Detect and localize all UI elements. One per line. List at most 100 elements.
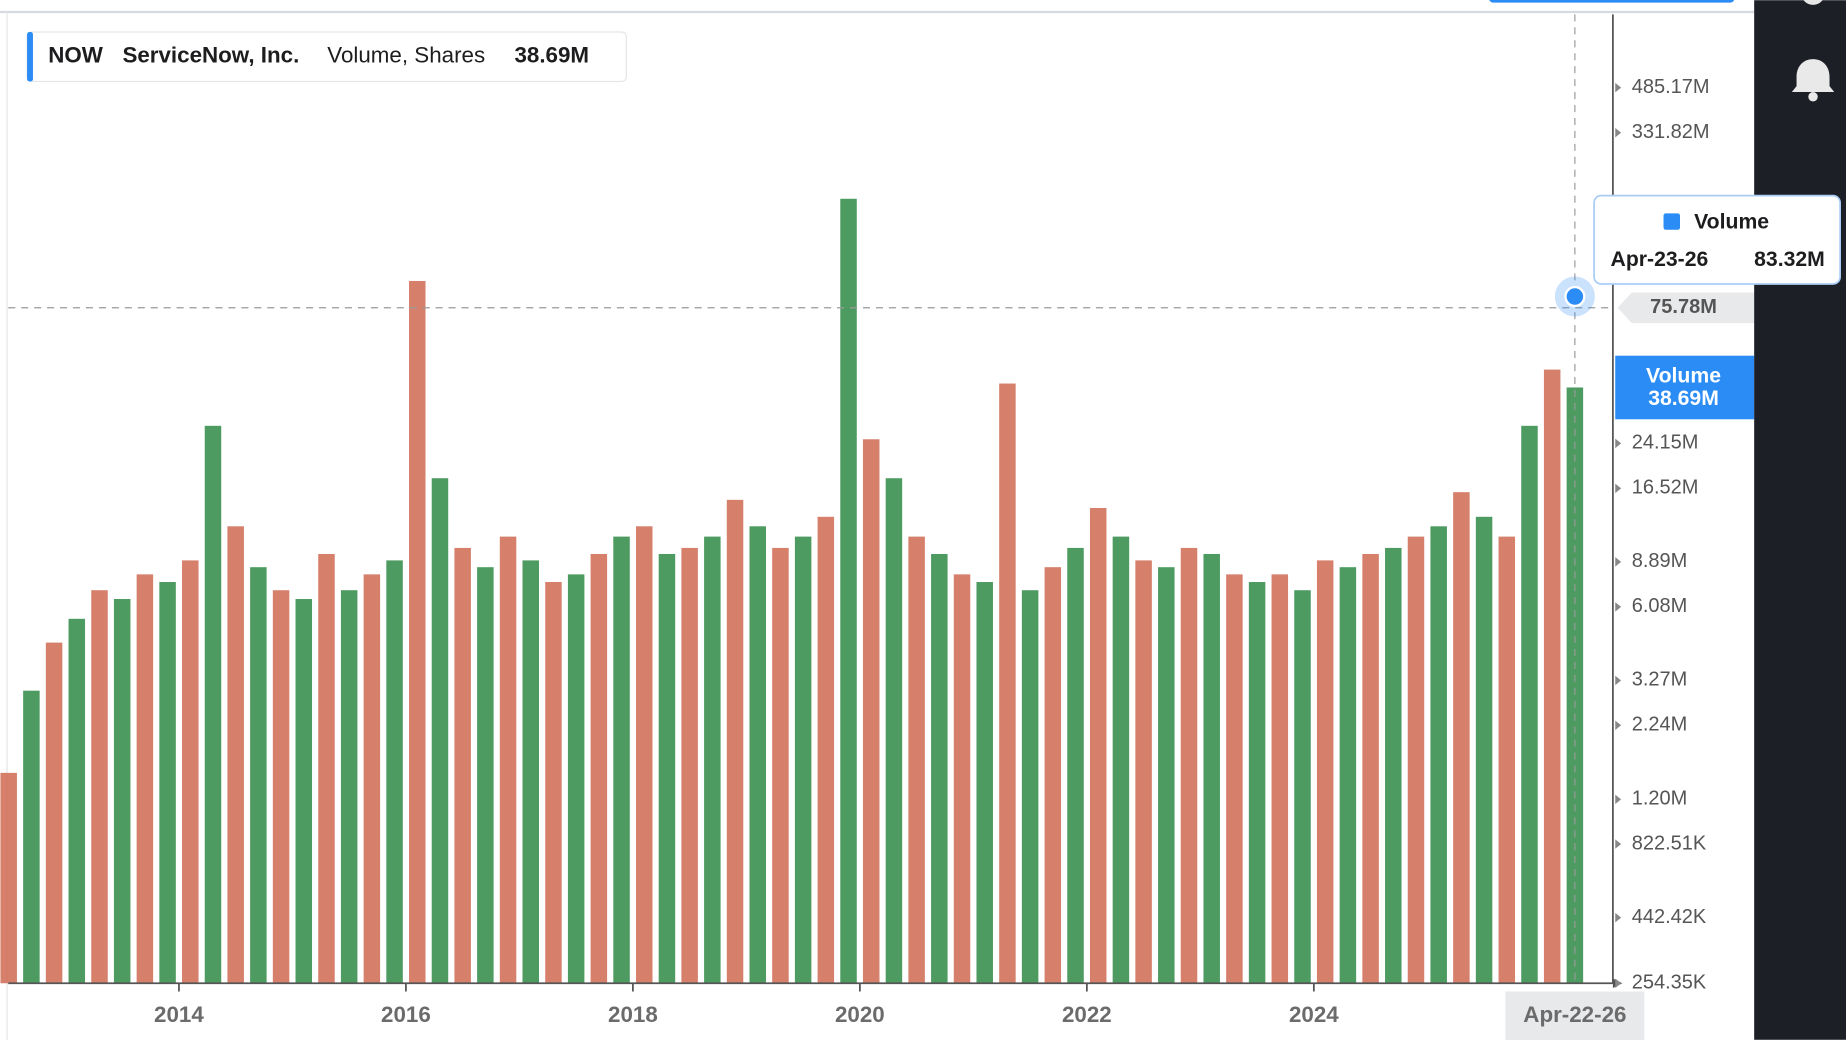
bar [1294,590,1311,984]
bar [1248,582,1266,984]
bar [1498,536,1516,984]
bar [1475,516,1493,984]
bar [1271,574,1289,984]
bar [68,618,86,984]
bar [681,547,698,984]
bar [908,536,925,984]
bar [477,567,494,984]
bar [204,425,222,984]
x-tick-label: 2024 [1289,1002,1339,1027]
bar [0,772,17,984]
sidebar [1754,0,1846,1040]
bar [1180,547,1198,984]
bar [454,547,471,984]
y-tick [1615,483,1622,494]
x-tick-label: 2020 [835,1002,885,1027]
bar [567,574,585,984]
last-value-tag-name: Volume [1646,364,1721,387]
y-tick-label: 16.52M [1632,477,1699,499]
bar [272,590,290,984]
bar [1203,553,1220,984]
bar [1316,560,1334,984]
bar [1566,387,1584,984]
x-tick-label: 2022 [1062,1002,1112,1027]
tooltip-swatch [1663,213,1681,230]
bar [182,560,199,984]
bar [635,526,653,984]
bar [999,383,1016,984]
tooltip-date: Apr-23-26 [1611,248,1709,271]
bar [931,553,948,984]
bar [953,574,971,984]
bar [1089,508,1107,984]
bar [45,642,63,984]
y-tick [1615,602,1622,612]
bar [431,478,449,984]
bar [613,536,630,984]
bar [340,590,358,984]
y-tick-label: 331.82M [1632,121,1710,143]
bar [545,582,562,984]
y-tick [1615,839,1622,849]
y-tick-label: 1.20M [1632,788,1688,810]
bar [318,553,335,984]
bell-icon[interactable] [1791,59,1835,102]
y-tick [1615,912,1622,923]
bar [1543,369,1561,984]
x-tick-label: 2018 [608,1002,658,1027]
bar [1112,536,1130,984]
y-tick-label: 2.24M [1632,714,1688,736]
tooltip: Volume Apr-23-26 83.32M [1593,194,1841,285]
bar [1430,526,1447,984]
sidebar-icon[interactable] [1801,0,1825,5]
bar [1135,560,1152,984]
y-tick [1615,82,1622,93]
y-tick [1615,720,1622,731]
legend-header: NOW ServiceNow, Inc. Volume, Shares 38.6… [26,31,627,83]
bar [1362,553,1379,984]
bar [1385,547,1402,984]
bar [590,553,608,984]
bar [113,598,131,984]
bar [23,690,40,984]
hover-point [1564,285,1586,308]
bar [1067,547,1084,984]
bar [794,536,812,984]
y-tick [1615,438,1622,449]
bar [409,280,426,984]
bar [772,547,789,984]
bar [817,516,835,984]
crosshair-y-label: 75.78M [1650,296,1717,318]
y-tick-label: 254.35K [1632,972,1707,994]
y-tick [1615,557,1622,567]
chart-title: ServiceNow, Inc. [122,43,299,68]
bar [1339,567,1357,984]
y-tick [1615,978,1622,988]
bar [658,553,676,984]
subtitle: Volume, Shares [327,43,485,68]
bar [136,574,154,984]
bar [91,590,108,984]
y-tick-label: 8.89M [1632,550,1688,572]
bar [295,598,313,984]
tooltip-value: 83.32M [1754,248,1825,271]
bar [1453,492,1470,984]
bar [1158,567,1175,984]
bar [1521,425,1538,984]
legend-accent [27,32,33,82]
bell-clapper [1808,92,1818,102]
bar [1226,574,1243,984]
x-tick-label: 2016 [381,1002,431,1027]
last-value: 38.69M [514,43,589,68]
bar [749,526,766,984]
crosshair-x-label-box [1505,991,1645,1040]
plot-area: 254.35K 442.42K 822.51K 1.20M 2.24M 3.27M 6.08… [0,14,1755,1040]
bell-body [1791,59,1835,93]
toolbar-button[interactable] [1489,0,1735,3]
bar [976,582,993,984]
crosshair-x-label: Apr-22-26 [1523,1002,1626,1027]
last-value-tag [1615,355,1755,420]
tooltip-series: Volume [1694,210,1769,233]
y-tick-label: 24.15M [1632,432,1699,454]
